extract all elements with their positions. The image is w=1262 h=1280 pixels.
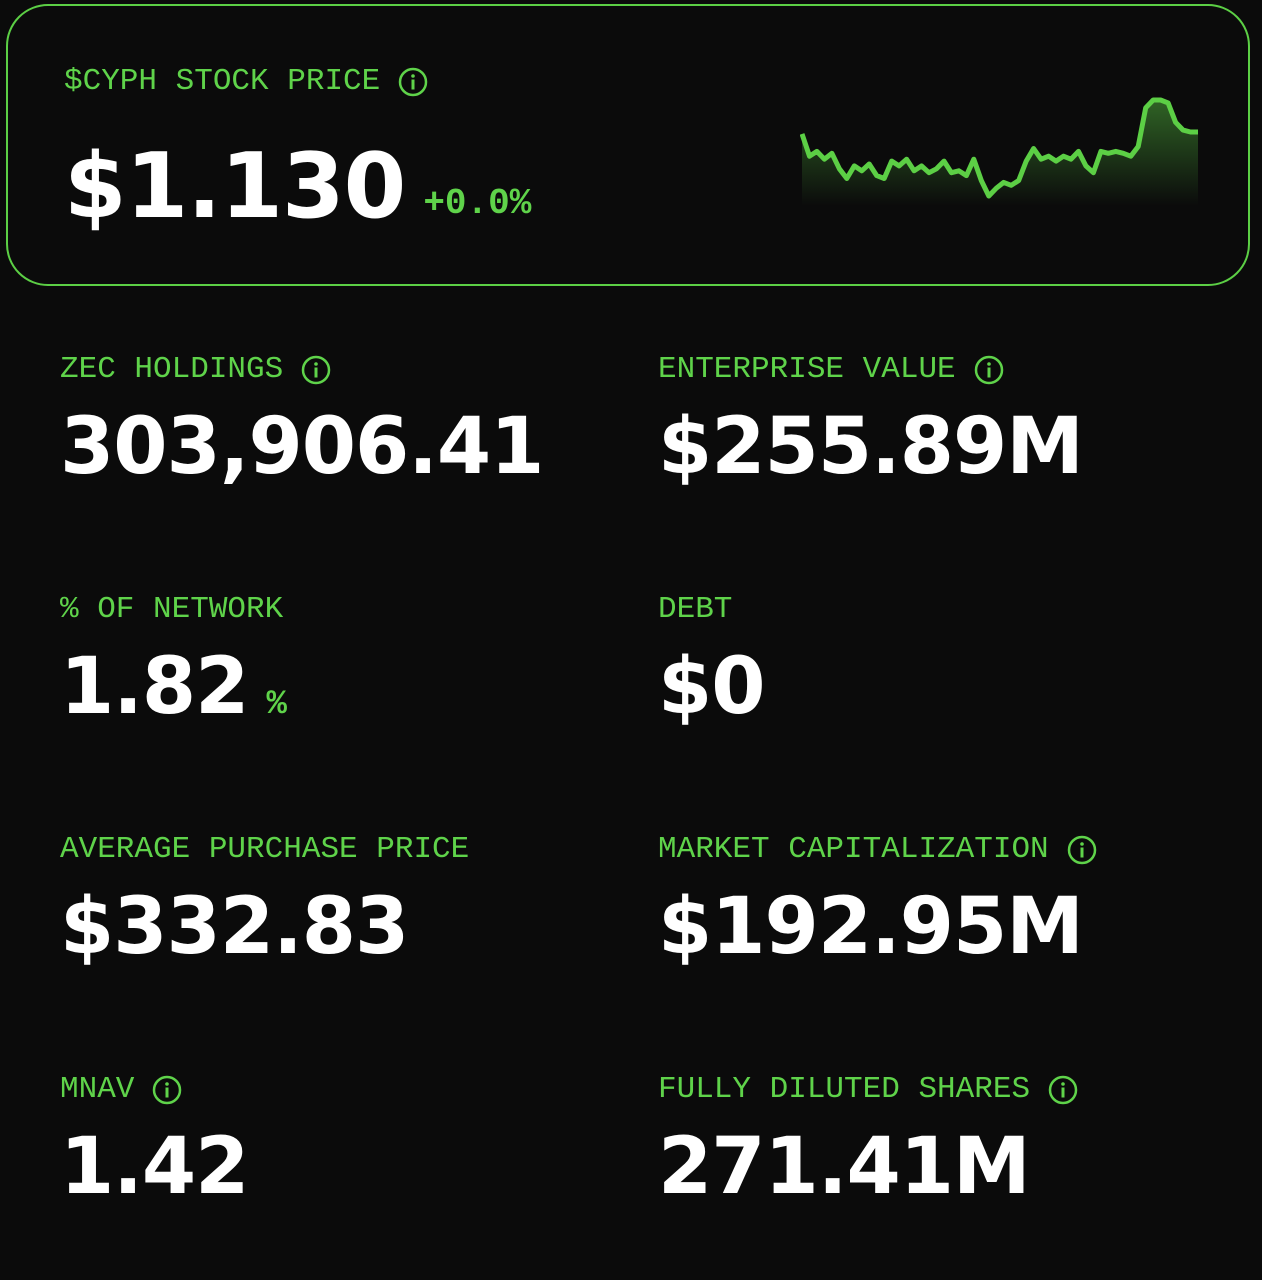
sparkline-line [800, 97, 1198, 199]
stat-label: AVERAGE PURCHASE PRICE [60, 832, 470, 867]
stat-value-row: $192.95M [658, 882, 1084, 972]
sparkline-area [802, 100, 1198, 206]
price-label: $CYPH STOCK PRICE [64, 64, 381, 99]
stat-label-row: % OF NETWORK [60, 592, 283, 627]
price-row: $1.130 +0.0% [64, 134, 531, 239]
stat-label-row: DEBT [658, 592, 732, 627]
price-card: $CYPH STOCK PRICE $1.130 +0.0% [6, 4, 1250, 286]
info-icon[interactable] [398, 67, 428, 97]
stat-value: $0 [658, 642, 766, 732]
stat-value: $255.89M [658, 402, 1084, 492]
stat-label: % OF NETWORK [60, 592, 284, 627]
sparkline [800, 97, 1198, 206]
price-change: +0.0% [423, 183, 532, 224]
stat-label-row: ENTERPRISE VALUE [658, 352, 1004, 387]
price-label-row: $CYPH STOCK PRICE [64, 64, 428, 99]
stat-value: 271.41M [658, 1122, 1031, 1212]
stat-label-row: FULLY DILUTED SHARES [658, 1072, 1078, 1107]
info-icon[interactable] [152, 1075, 182, 1105]
stat-value: 1.82 [60, 642, 249, 732]
info-icon[interactable] [974, 355, 1004, 385]
stat-label: FULLY DILUTED SHARES [658, 1072, 1031, 1107]
stat-value: 303,906.41 [60, 402, 544, 492]
stat-label: MNAV [60, 1072, 135, 1107]
stat-value: $332.83 [60, 882, 409, 972]
stat-label: MARKET CAPITALIZATION [658, 832, 1049, 867]
info-icon[interactable] [1048, 1075, 1078, 1105]
stat-value-row: $0 [658, 642, 766, 732]
info-icon[interactable] [301, 355, 331, 385]
stat-label-row: ZEC HOLDINGS [60, 352, 331, 387]
stat-label-row: MARKET CAPITALIZATION [658, 832, 1097, 867]
stat-label: DEBT [658, 592, 733, 627]
info-icon[interactable] [1067, 835, 1097, 865]
stat-label: ENTERPRISE VALUE [658, 352, 956, 387]
price: $1.130 [64, 134, 406, 239]
stat-unit: % [266, 686, 287, 724]
stat-label: ZEC HOLDINGS [60, 352, 284, 387]
stat-value-row: 1.42 [60, 1122, 249, 1212]
stat-label-row: MNAV [60, 1072, 182, 1107]
stat-value: $192.95M [658, 882, 1084, 972]
stat-value-row: 303,906.41 [60, 402, 544, 492]
stat-value: 1.42 [60, 1122, 249, 1212]
stat-value-row: $332.83 [60, 882, 409, 972]
stat-value-row: $255.89M [658, 402, 1084, 492]
stat-value-row: 271.41M [658, 1122, 1031, 1212]
stat-value-row: 1.82% [60, 642, 287, 732]
stat-label-row: AVERAGE PURCHASE PRICE [60, 832, 469, 867]
